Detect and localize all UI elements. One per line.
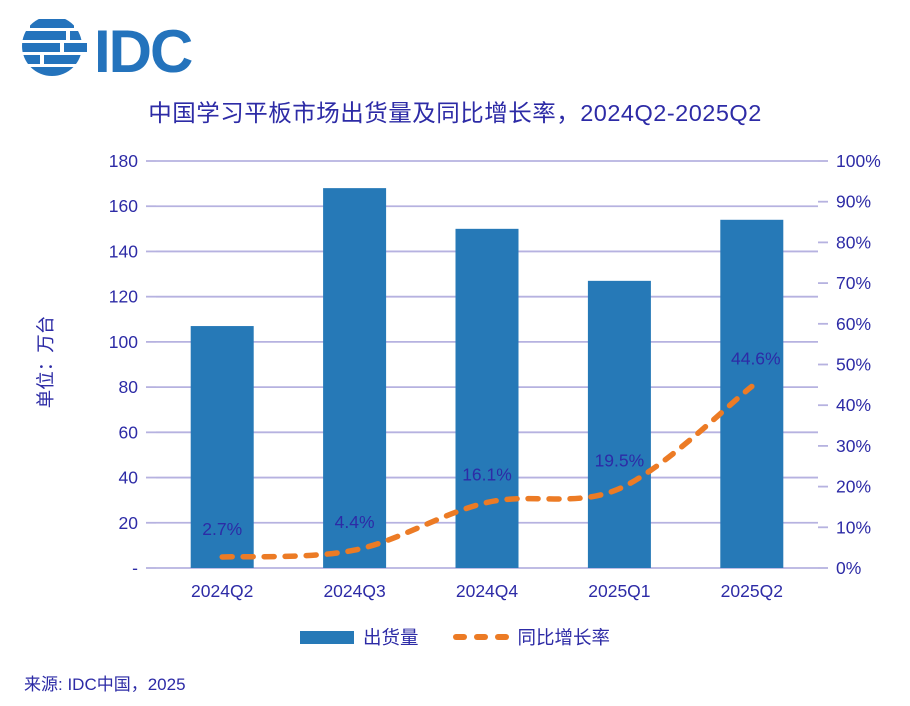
idc-logo-graphic: IDC (22, 18, 194, 85)
legend-label-growth: 同比增长率 (517, 627, 611, 648)
right-axis-tick-label: 20% (836, 477, 871, 497)
left-axis-ticks: 180 160 140 120 100 80 60 40 20 - (109, 151, 156, 578)
growth-label-2025Q2: 44.6% (731, 348, 781, 368)
right-axis-tick-label: 30% (836, 436, 871, 456)
left-axis-tick-label: 120 (109, 287, 138, 307)
left-axis-tick-label: 40 (119, 468, 139, 488)
right-axis-tick-label: 10% (836, 517, 871, 537)
right-axis-tick-label: 70% (836, 273, 871, 293)
x-axis-label-2025Q2: 2025Q2 (721, 581, 783, 601)
growth-data-labels: 2.7% 4.4% 16.1% 19.5% 44.6% (202, 348, 780, 539)
legend-item-growth: 同比增长率 (452, 624, 611, 650)
source-note: 来源: IDC中国，2025 (24, 675, 186, 694)
right-axis-tick-label: 80% (836, 232, 871, 252)
chart-title: 中国学习平板市场出货量及同比增长率，2024Q2-2025Q2 (148, 100, 762, 126)
legend-label-shipments: 出货量 (362, 627, 419, 648)
idc-globe-icon (22, 19, 82, 76)
x-axis-label-2024Q4: 2024Q4 (456, 581, 519, 601)
x-axis-label-2025Q1: 2025Q1 (588, 581, 650, 601)
left-axis-tick-label: 180 (109, 151, 138, 171)
left-axis-tick-label: 80 (119, 377, 139, 397)
left-axis-tick-label: 140 (109, 241, 138, 261)
bar-2024Q3 (323, 188, 387, 568)
left-axis-tick-label: 20 (119, 513, 139, 533)
right-axis-tick-label: 40% (836, 395, 871, 415)
growth-label-2024Q4: 16.1% (462, 464, 512, 484)
right-axis-tick-label: 60% (836, 314, 871, 334)
legend-item-shipments: 出货量 (299, 624, 419, 650)
left-axis-title: 单位：万台 (35, 316, 56, 409)
bar-2024Q2 (190, 326, 254, 568)
right-axis-tick-label: 90% (836, 192, 871, 212)
left-axis-tick-label: 100 (109, 332, 138, 352)
right-axis-tick-label: 100% (836, 151, 881, 171)
idc-globe-stripe-tip (78, 43, 87, 52)
growth-rate-line (219, 383, 755, 560)
bar-2024Q4 (455, 228, 519, 569)
shipment-bars (190, 188, 784, 569)
idc-logo: IDC (20, 12, 230, 85)
left-axis-tick-label: - (132, 558, 138, 578)
dashed-line-swatch-icon (452, 634, 509, 640)
right-axis-ticks: 100% 90% 80% 70% 60% 50% 40% 30% 20% 10% 0% (818, 151, 881, 578)
x-axis-labels: 2024Q2 2024Q3 2024Q4 2025Q1 2025Q2 (191, 581, 783, 601)
left-axis-tick-label: 60 (119, 422, 139, 442)
chart-svg: 180 160 140 120 100 80 60 40 20 - 100% 90% 80% 70% 60%… (35, 151, 881, 601)
chart-legend: 出货量 同比增长率 (0, 624, 910, 650)
growth-label-2024Q3: 4.4% (335, 512, 375, 532)
x-axis-label-2024Q3: 2024Q3 (323, 581, 385, 601)
right-axis-tick-label: 50% (836, 355, 871, 375)
right-axis-tick-label: 0% (836, 558, 861, 578)
left-axis-tick-label: 160 (109, 196, 138, 216)
idc-logo-text: IDC (94, 18, 192, 80)
chart-area: 180 160 140 120 100 80 60 40 20 - 100% 90% 80% 70% 60%… (35, 151, 881, 601)
growth-label-2024Q2: 2.7% (202, 519, 242, 539)
x-axis-label-2024Q2: 2024Q2 (191, 581, 253, 601)
bar-swatch-icon (299, 630, 354, 644)
bar-2025Q1 (587, 280, 651, 568)
growth-label-2025Q1: 19.5% (595, 451, 645, 471)
bar-2025Q2 (720, 219, 784, 569)
